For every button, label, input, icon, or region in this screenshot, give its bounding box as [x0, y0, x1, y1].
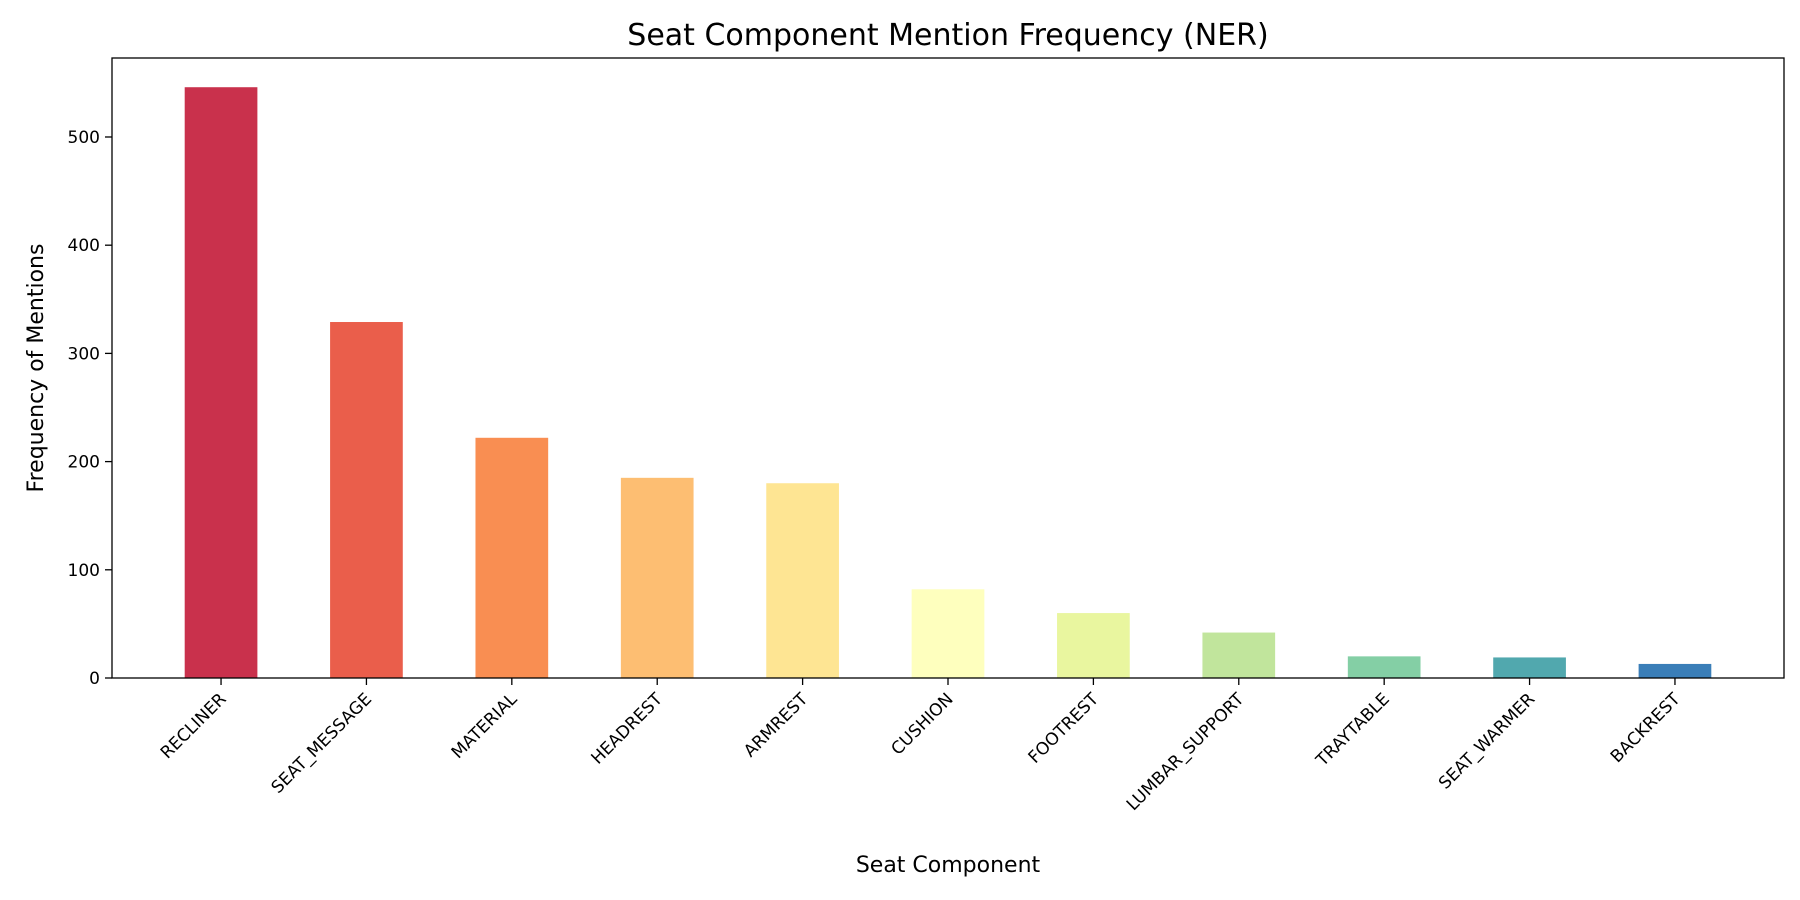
x-axis-ticks: RECLINER SEAT_MESSAGE MATERIAL HEADREST ARMR… [157, 678, 1685, 815]
y-tick-label: 200 [68, 453, 100, 473]
y-tick-label: 300 [68, 344, 100, 364]
y-tick-label: 500 [68, 128, 100, 148]
bar-traytable [1347, 656, 1421, 678]
x-axis-title: Seat Component [856, 853, 1041, 878]
bar-headrest [620, 477, 694, 678]
x-tick-label: FOOTREST [1025, 689, 1104, 768]
bar-backrest [1638, 663, 1712, 678]
x-tick-label: RECLINER [157, 689, 231, 763]
x-tick-label: HEADREST [588, 689, 668, 769]
chart-title: Seat Component Mention Frequency (NER) [627, 18, 1268, 53]
x-tick-label: SEAT_MESSAGE [268, 689, 376, 797]
bar-lumbar-support [1202, 632, 1276, 678]
plot-frame [111, 57, 1785, 679]
x-tick-label: TRAYTABLE [1312, 689, 1394, 771]
bar-seat-warmer [1493, 657, 1566, 678]
bar-seat-message [330, 322, 403, 678]
y-tick-label: 400 [68, 236, 100, 256]
x-tick-label: ARMREST [740, 689, 812, 761]
bars-group [184, 87, 1712, 678]
bar-cushion [911, 589, 985, 678]
y-tick-label: 0 [89, 669, 100, 689]
y-axis-ticks: 0 100 200 300 400 500 [68, 128, 112, 689]
y-tick-label: 100 [68, 561, 100, 581]
bar-material [475, 437, 549, 678]
x-tick-label: MATERIAL [448, 689, 522, 763]
x-tick-label: BACKREST [1607, 689, 1685, 767]
x-tick-label: CUSHION [888, 689, 958, 759]
bar-recliner [184, 87, 258, 678]
x-tick-label: SEAT_WARMER [1435, 689, 1539, 793]
bar-armrest [766, 483, 839, 678]
x-tick-label: LUMBAR_SUPPORT [1123, 689, 1249, 815]
bar-footrest [1057, 613, 1130, 678]
y-axis-title: Frequency of Mentions [24, 244, 49, 493]
